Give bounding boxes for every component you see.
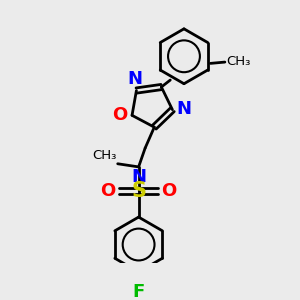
Text: O: O — [161, 182, 177, 200]
Text: N: N — [176, 100, 191, 118]
Text: N: N — [131, 168, 146, 186]
Text: CH₃: CH₃ — [92, 149, 116, 162]
Text: S: S — [131, 181, 146, 201]
Text: CH₃: CH₃ — [226, 55, 250, 68]
Text: F: F — [133, 283, 145, 300]
Text: N: N — [128, 70, 142, 88]
Text: O: O — [100, 182, 116, 200]
Text: O: O — [112, 106, 127, 124]
